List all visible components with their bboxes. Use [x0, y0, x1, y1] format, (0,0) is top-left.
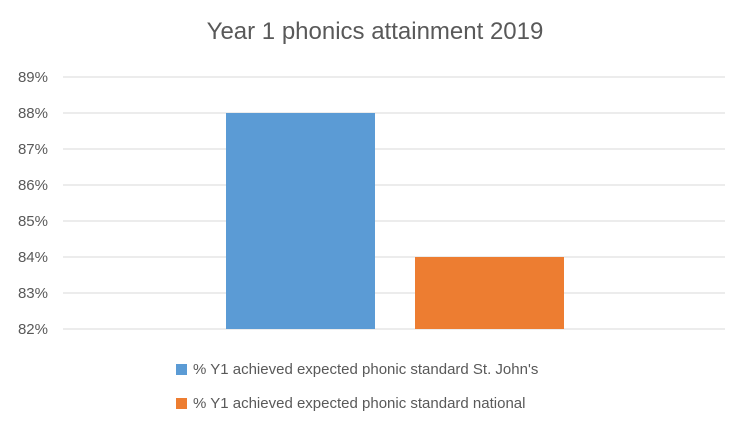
- y-tick-label: 87%: [18, 141, 48, 158]
- legend-item-national: % Y1 achieved expected phonic standard n…: [176, 392, 538, 414]
- legend-label-national: % Y1 achieved expected phonic standard n…: [193, 394, 526, 412]
- y-tick-label: 84%: [18, 249, 48, 266]
- y-axis-labels: 82% 83% 84% 85% 86% 87% 88% 89%: [18, 69, 48, 338]
- gridlines: [63, 76, 725, 330]
- y-tick-label: 82%: [18, 321, 48, 338]
- bar-national: [415, 257, 564, 329]
- legend-item-st-johns: % Y1 achieved expected phonic standard S…: [176, 358, 538, 380]
- legend-label-st-johns: % Y1 achieved expected phonic standard S…: [193, 360, 539, 378]
- chart-title: Year 1 phonics attainment 2019: [206, 18, 544, 45]
- legend: % Y1 achieved expected phonic standard S…: [176, 358, 538, 426]
- legend-swatch-national: [176, 397, 187, 409]
- y-tick-label: 89%: [18, 69, 48, 86]
- bar-st-johns: [226, 113, 375, 329]
- bars: [226, 113, 564, 329]
- y-tick-label: 85%: [18, 213, 48, 230]
- y-tick-label: 83%: [18, 285, 48, 302]
- y-tick-label: 86%: [18, 177, 48, 194]
- legend-swatch-st-johns: [176, 363, 187, 375]
- y-tick-label: 88%: [18, 105, 48, 122]
